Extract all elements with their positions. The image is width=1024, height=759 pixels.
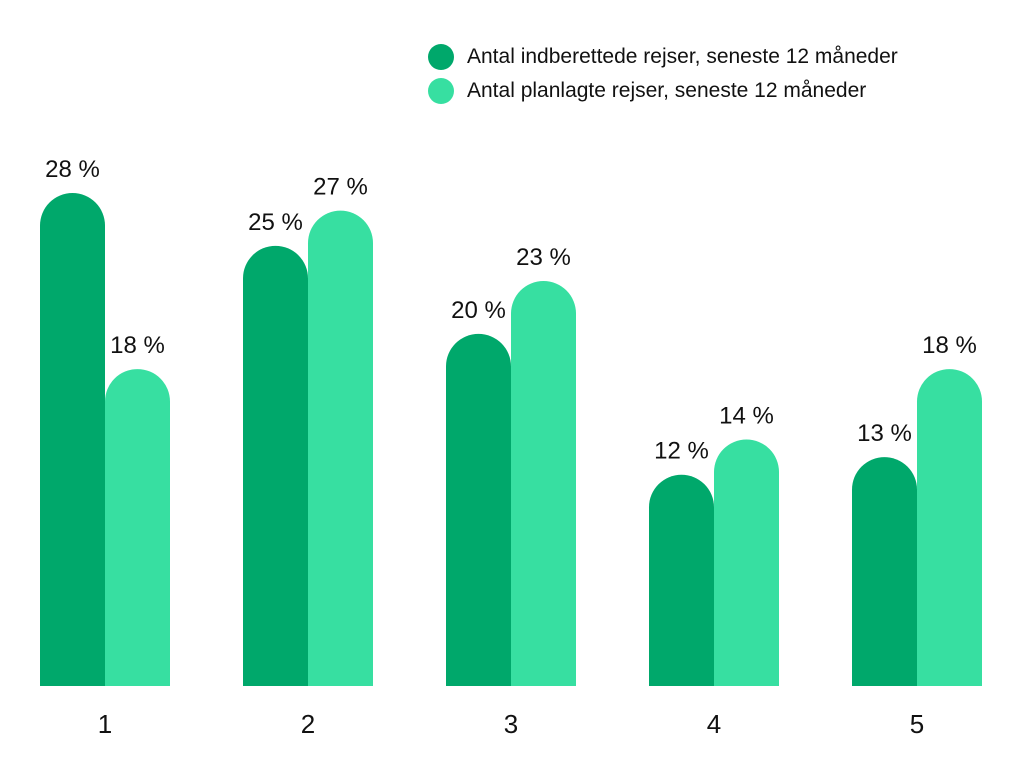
value-label-reported-2: 25 % [248, 209, 303, 236]
value-label-planned-4: 14 % [719, 403, 774, 430]
value-label-reported-5: 13 % [857, 420, 912, 447]
bar-planned-5 [917, 369, 982, 686]
bars-layer [40, 193, 982, 686]
category-label-4: 4 [707, 709, 721, 739]
value-label-planned-1: 18 % [110, 332, 165, 359]
value-label-planned-2: 27 % [313, 174, 368, 201]
category-label-3: 3 [504, 709, 518, 739]
bar-planned-1 [105, 369, 170, 686]
legend: Antal indberettede rejser, seneste 12 må… [428, 40, 898, 108]
category-label-2: 2 [301, 709, 315, 739]
value-label-reported-3: 20 % [451, 297, 506, 324]
value-label-planned-3: 23 % [516, 244, 571, 271]
bar-planned-2 [308, 210, 373, 686]
bar-reported-1 [40, 193, 105, 686]
legend-label-reported: Antal indberettede rejser, seneste 12 må… [467, 45, 898, 68]
legend-item-reported: Antal indberettede rejser, seneste 12 må… [428, 40, 898, 74]
value-labels-layer: 18 % 27 % 23 % 14 % 18 % 28 % 25 % 20 % 12 % 13 % [45, 156, 977, 465]
value-label-reported-1: 28 % [45, 156, 100, 183]
legend-label-planned: Antal planlagte rejser, seneste 12 måned… [467, 79, 867, 102]
bar-reported-2 [243, 245, 308, 686]
bar-planned-3 [511, 281, 576, 686]
category-label-5: 5 [910, 709, 924, 739]
bar-reported-4 [649, 474, 714, 686]
bar-reported-5 [852, 457, 917, 686]
legend-swatch-reported [428, 44, 454, 70]
legend-item-planned: Antal planlagte rejser, seneste 12 måned… [428, 74, 898, 108]
legend-swatch-planned [428, 78, 454, 104]
value-label-planned-5: 18 % [922, 332, 977, 359]
category-labels-layer: 1 2 3 4 5 [98, 709, 924, 739]
bar-planned-4 [714, 439, 779, 686]
value-label-reported-4: 12 % [654, 438, 709, 465]
category-label-1: 1 [98, 709, 112, 739]
bar-reported-3 [446, 333, 511, 686]
